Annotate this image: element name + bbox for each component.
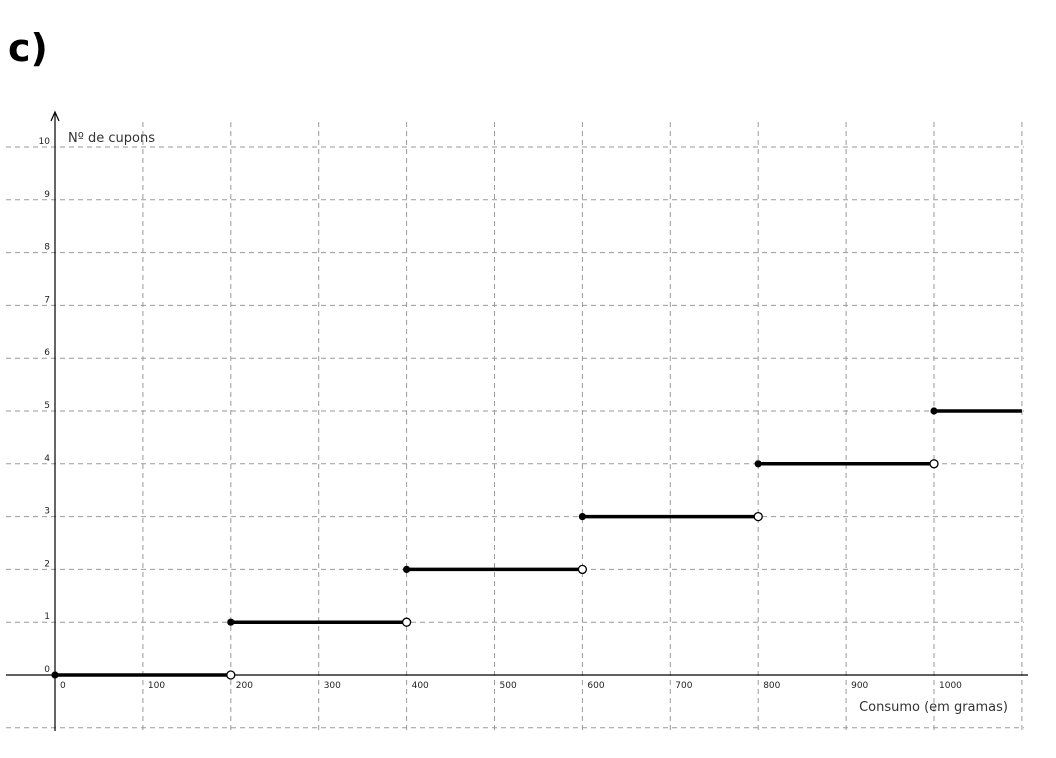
open-endpoint [929,459,939,469]
y-tick-label: 7 [44,295,50,305]
y-tick-label: 3 [44,507,50,517]
y-tick-label: 6 [44,348,50,358]
x-tick-label: 0 [60,681,66,691]
y-tick-label: 2 [44,559,50,569]
y-axis-label: Nº de cupons [68,131,155,146]
x-tick-label: 400 [412,681,429,691]
open-endpoint [226,670,236,680]
y-tick-label: 10 [39,137,51,147]
chart-heading: c) [8,26,48,70]
closed-endpoint [227,618,235,626]
axes [6,110,1028,731]
closed-endpoint [930,407,938,415]
x-tick-label: 1000 [939,681,962,691]
x-tick-label: 600 [587,681,604,691]
y-tick-labels: 0 1 2 3 4 5 6 7 8 9 10 [39,137,51,675]
grid-lines [6,122,1024,731]
x-tick-label: 200 [236,681,253,691]
x-axis-label: Consumo (em gramas) [859,700,1008,715]
x-tick-label: 500 [500,681,517,691]
y-tick-label: 5 [44,401,50,411]
y-axis-arrow [50,110,60,122]
closed-endpoint [403,565,411,574]
closed-endpoint [754,460,762,468]
x-tick-label: 700 [675,681,692,691]
y-tick-label: 1 [44,612,50,622]
x-tick-label: 100 [148,681,165,691]
y-tick-label: 9 [44,190,50,200]
x-tick-label: 800 [763,681,780,691]
y-tick-label: 4 [44,454,50,464]
closed-endpoint [578,513,587,521]
x-tick-labels: 0 100 200 300 400 500 600 700 800 900 1000 [60,681,962,691]
y-tick-label: 8 [44,243,50,253]
x-tick-label: 300 [324,681,341,691]
open-endpoint [753,511,763,522]
x-tick-label: 900 [851,681,868,691]
closed-endpoint [51,671,59,679]
step-segments [55,409,1022,677]
y-tick-label: 0 [44,665,50,675]
open-endpoint [577,564,588,575]
endpoint-markers [51,407,939,680]
open-endpoint [401,617,412,627]
